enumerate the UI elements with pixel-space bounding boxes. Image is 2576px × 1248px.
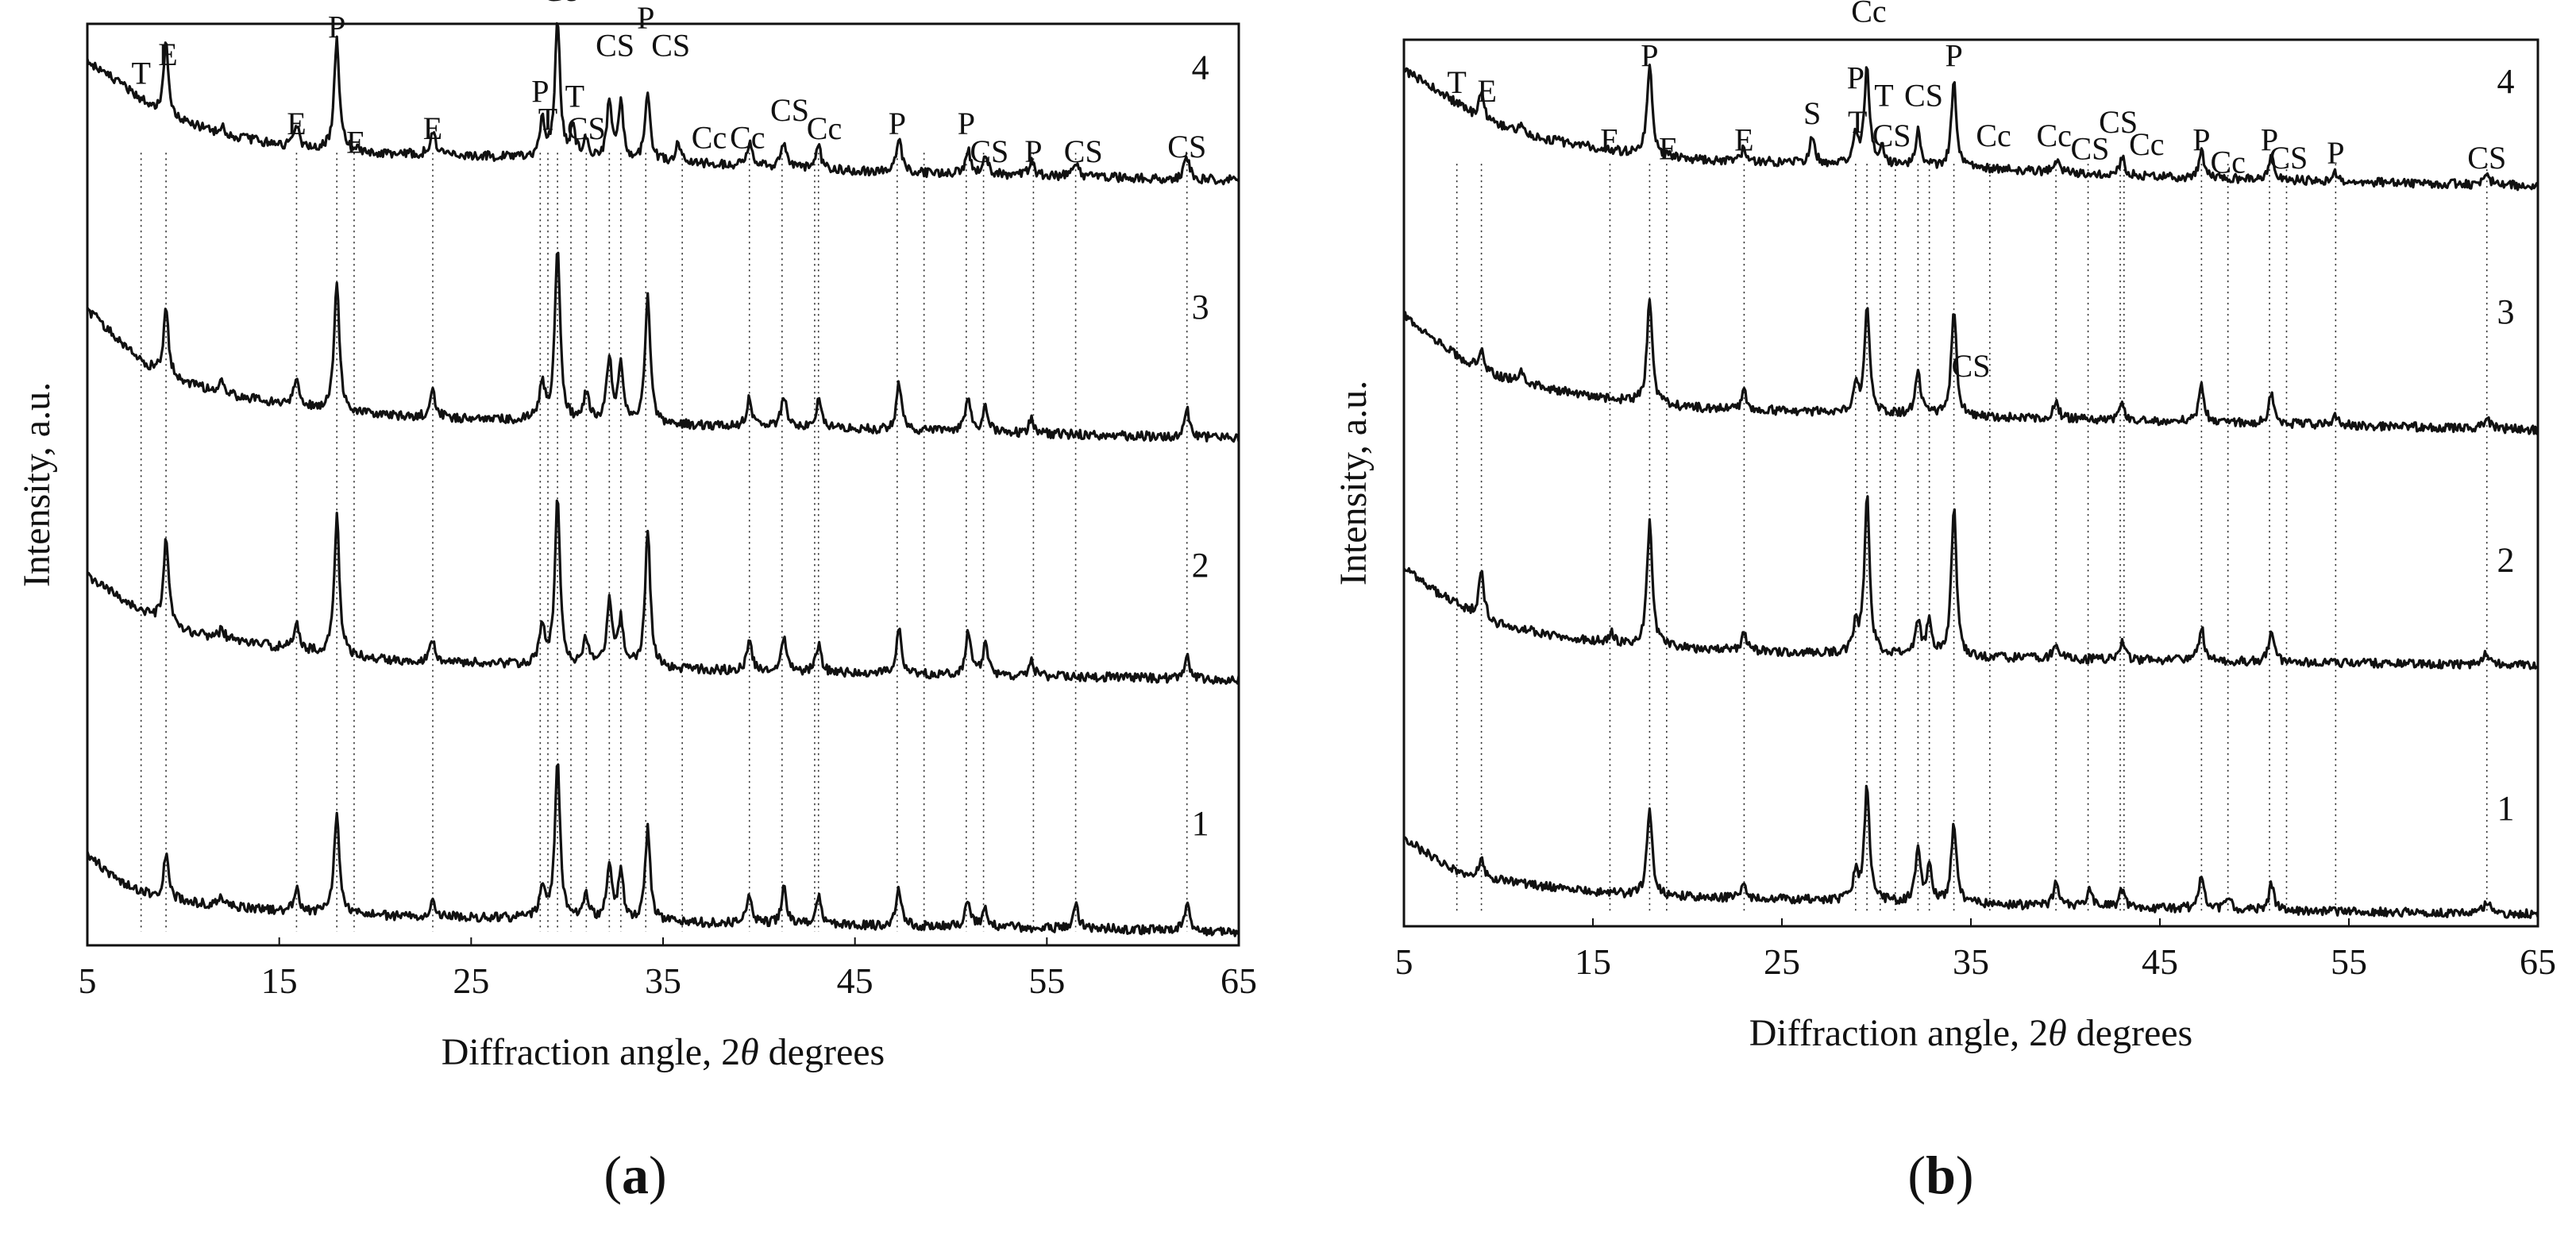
panel-a-phase-label: Cc [730,120,765,156]
panel-b-phase-label: P [1945,37,1962,73]
panel-a-phase-label: CS [651,28,690,64]
panel-a-phase-label: P [637,0,654,36]
panel-b-y-axis-label: Intensity, a.u. [1332,381,1375,585]
panel-a-phase-label: P [328,9,345,44]
panel-a-phase-label: T [131,55,150,91]
panel-b-x-tick-label: 15 [1575,941,1611,982]
panel-a-phase-label: Cc [542,0,577,8]
panel-a-phase-label: P [889,106,906,141]
panel-a-x-tick-label: 65 [1221,960,1257,1001]
panel-a-phase-label: CS [1064,133,1103,169]
panel-b-phase-label: CS [2269,140,2308,176]
panel-b-phase-label: P [1641,37,1658,73]
panel-b-phase-label: P [2327,135,2344,171]
panel-b-phase-label: CS [2467,140,2506,176]
panel-b-series-4-label: 4 [2497,62,2515,101]
panel-a-x-axis-label: Diffraction angle, 2θ degrees [442,1031,885,1073]
panel-a-series-3-line [86,251,1240,443]
panel-a-phase-label: E [346,124,365,160]
panel-a-caption: (a) [604,1145,667,1205]
panel-a-phase-label: T [565,78,584,114]
panel-a-phase-label: CS [770,92,809,128]
panel-b-series-2-label: 2 [2497,541,2515,580]
panel-b-series-2-line [1402,495,2539,670]
panel-b-phase-label: S [1803,95,1821,131]
panel-a-phase-label: CS [1167,129,1206,164]
panel-a-phase-label: E [158,37,177,72]
panel-a-phase-annotations: TEEPEEPTCcTCSCSPCSCcCcCSCcPPCSPCSCS [131,0,1206,169]
panel-b-phase-label: E [1734,122,1753,158]
panel-a-phase-label: T [538,101,557,137]
panel-a-phase-label: CS [567,110,606,146]
panel-a-series-1-line [86,763,1240,937]
panel-b-series-1-line [1402,784,2539,919]
panel-a-x-tick-label: 25 [453,960,489,1001]
panel-b-phase-label: E [1659,131,1678,167]
panel-b-x-tick-label: 65 [2520,941,2556,982]
panel-b-phase-label: E [1478,73,1497,109]
panel-b-phase-label: CS [2099,104,2138,140]
panel-a-x-tick-label: 55 [1028,960,1065,1001]
panel-b-reference-lines [1456,164,2488,914]
panel-a-phase-label: P [531,74,549,110]
panel-b-phase-label: T [1848,104,1867,140]
panel-a-chart: 1234TEEPEEPTCcTCSCSPCSCcCcCSCcPPCSPCSCS5… [16,0,1257,1073]
panel-a-reference-lines [140,153,1188,932]
panel-b-phase-label: T [1447,64,1466,100]
panel-b-phase-label: P [2261,122,2278,158]
panel-a-series-3-label: 3 [1192,288,1209,326]
panel-a-x-tick-label: 5 [79,960,97,1001]
panel-b-series-3-label: 3 [2497,292,2515,331]
panel-b-series-1-label: 1 [2497,789,2515,828]
panel-a-series-1-label: 1 [1192,804,1209,843]
panel-a-y-axis-label: Intensity, a.u. [16,382,58,587]
panel-a-phase-label: CS [596,28,634,64]
panel-a-phase-label: Cc [692,120,727,156]
panel-b-phase-label: Cc [1851,0,1886,29]
panel-a-series-2-label: 2 [1192,546,1209,585]
panel-a-phase-label: P [1024,133,1042,169]
panel-b-x-tick-label: 35 [1953,941,1989,982]
panel-b-x-tick-label: 5 [1395,941,1413,982]
panel-b-phase-label: CS [2070,131,2109,167]
panel-b-x-tick-label: 55 [2331,941,2367,982]
panel-a-phase-label: E [423,110,442,146]
panel-b-phase-label: CS [1952,348,1991,384]
panel-b-x-tick-label: 25 [1764,941,1800,982]
panel-a-phase-label: Cc [807,110,842,146]
panel-b-phase-label: Cc [2210,144,2245,180]
panel-b-phase-label: Cc [2129,126,2164,162]
panel-a-phase-label: CS [970,133,1008,169]
panel-b-plot-frame [1402,38,2539,928]
panel-b-phase-label: T [1874,78,1893,114]
panel-b-phase-label: P [2192,122,2210,158]
panel-b-series-3-line [1402,298,2539,435]
panel-b-series-4-line [1403,64,2539,191]
panel-b-phase-label: CS [1904,78,1943,114]
panel-b-x-axis-label: Diffraction angle, 2θ degrees [1749,1012,2192,1054]
panel-b-phase-label: E [1600,122,1619,158]
panel-b-phase-label: Cc [2037,118,2072,153]
panel-b-phase-label: Cc [1976,118,2011,153]
panel-a-series-4-label: 4 [1192,48,1209,87]
panel-a-series-4-line [86,21,1240,186]
panel-a-x-tick-label: 45 [837,960,873,1001]
panel-a-x-tick-label: 35 [645,960,681,1001]
panel-a-phase-label: P [958,106,975,141]
panel-b-x-tick-label: 45 [2142,941,2178,982]
panel-a-series-2-line [86,499,1240,686]
panel-b-phase-label: P [1847,60,1865,95]
panel-a-x-tick-label: 15 [261,960,298,1001]
panel-a-phase-label: E [287,106,306,141]
panel-b-caption: (b) [1907,1145,1974,1205]
panel-b-phase-label: CS [1872,118,1911,153]
